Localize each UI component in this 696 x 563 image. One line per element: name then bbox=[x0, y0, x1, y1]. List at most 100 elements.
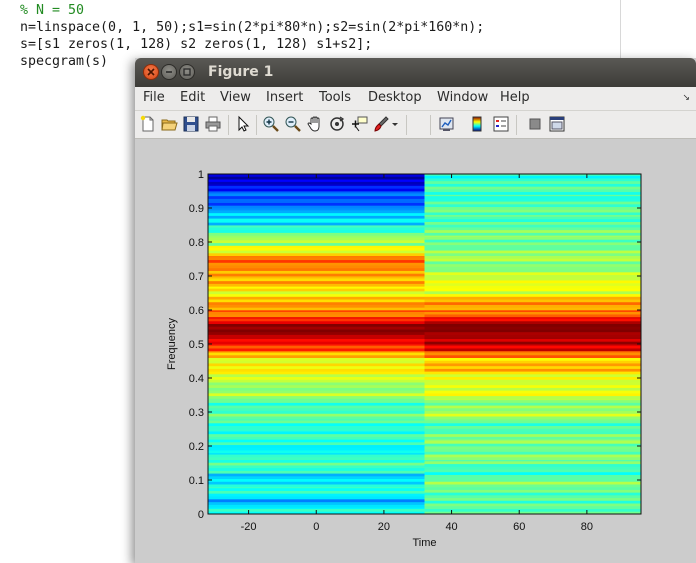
spectrogram-cell bbox=[208, 360, 425, 364]
hide-plot-tools-icon[interactable] bbox=[526, 115, 544, 133]
spectrogram-cell bbox=[208, 354, 425, 358]
menu-edit[interactable]: Edit bbox=[180, 90, 206, 105]
spectrogram-image bbox=[208, 174, 641, 514]
spectrogram-cell bbox=[424, 422, 641, 426]
menu-help[interactable]: Help bbox=[500, 90, 530, 105]
spectrogram-cell bbox=[208, 428, 425, 432]
spectrogram-cell bbox=[424, 492, 641, 496]
show-plot-tools-icon[interactable] bbox=[548, 115, 566, 133]
open-file-icon[interactable] bbox=[160, 115, 178, 133]
plot-area[interactable]: 0 0.1 0.2 0.3 0.4 0.5 0.6 0.7 0.8 0.9 1 -20 0 20 40 60 8… bbox=[135, 139, 696, 563]
spectrogram-cell bbox=[424, 174, 641, 176]
menu-window[interactable]: Window bbox=[437, 90, 489, 105]
spectrogram-cell bbox=[424, 318, 641, 322]
spectrogram-cell bbox=[208, 341, 425, 345]
spectrogram-cell bbox=[208, 398, 425, 401]
spectrogram-cell bbox=[424, 229, 641, 233]
menu-view[interactable]: View bbox=[220, 90, 251, 105]
spectrogram-cell bbox=[424, 413, 641, 417]
print-icon[interactable] bbox=[204, 115, 222, 133]
close-icon[interactable] bbox=[143, 64, 159, 80]
spectrogram-cell bbox=[208, 307, 425, 311]
edit-plot-arrow-icon[interactable] bbox=[234, 115, 252, 133]
zoom-out-icon[interactable] bbox=[284, 115, 302, 133]
spectrogram-cell bbox=[424, 436, 641, 440]
spectrogram-cell bbox=[208, 433, 425, 437]
brush-icon[interactable] bbox=[372, 115, 390, 133]
spectrogram-cell bbox=[424, 503, 641, 507]
spectrogram-cell bbox=[208, 215, 425, 219]
spectrogram-cell bbox=[424, 334, 641, 338]
legend-icon[interactable] bbox=[492, 115, 510, 133]
spectrogram-cell bbox=[424, 212, 641, 216]
spectrogram-plot[interactable]: 0 0.1 0.2 0.3 0.4 0.5 0.6 0.7 0.8 0.9 1 -20 0 20 40 60 8… bbox=[135, 139, 696, 563]
spectrogram-cell bbox=[208, 436, 425, 440]
spectrogram-cell bbox=[424, 198, 641, 202]
save-icon[interactable] bbox=[182, 115, 200, 133]
code-line: % N = 50 bbox=[20, 3, 85, 18]
new-figure-icon[interactable] bbox=[139, 115, 157, 133]
spectrogram-cell bbox=[208, 431, 425, 435]
spectrogram-cell bbox=[208, 267, 425, 271]
menu-file[interactable]: File bbox=[143, 90, 165, 105]
spectrogram-cell bbox=[208, 387, 425, 391]
spectrogram-cell bbox=[208, 252, 425, 256]
spectrogram-cell bbox=[424, 420, 641, 424]
spectrogram-cell bbox=[424, 508, 641, 512]
zoom-in-icon[interactable] bbox=[262, 115, 280, 133]
spectrogram-cell bbox=[208, 344, 425, 346]
rotate-3d-icon[interactable] bbox=[328, 115, 346, 133]
colorbar-icon[interactable] bbox=[468, 115, 486, 133]
spectrogram-cell bbox=[208, 507, 425, 509]
spectrogram-cell bbox=[424, 316, 641, 319]
spectrogram-cell bbox=[424, 376, 641, 380]
menu-desktop[interactable]: Desktop bbox=[368, 90, 422, 105]
title-bar[interactable]: Figure 1 bbox=[135, 58, 696, 87]
spectrogram-cell bbox=[208, 413, 425, 417]
brush-dropdown-icon[interactable] bbox=[390, 115, 400, 133]
spectrogram-cell bbox=[424, 395, 641, 399]
maximize-icon[interactable] bbox=[179, 64, 195, 80]
spectrogram-cell bbox=[424, 201, 641, 205]
spectrogram-cell bbox=[424, 446, 641, 450]
spectrogram-cell bbox=[208, 323, 425, 327]
spectrogram-cell bbox=[208, 475, 425, 480]
y-tick-label: 0.7 bbox=[189, 271, 204, 283]
spectrogram-cell bbox=[208, 382, 425, 386]
spectrogram-cell bbox=[208, 331, 425, 335]
spectrogram-cell bbox=[424, 379, 641, 383]
spectrogram-cell bbox=[424, 337, 641, 339]
spectrogram-cell bbox=[424, 451, 641, 455]
spectrogram-cell bbox=[424, 242, 641, 246]
spectrogram-cell bbox=[208, 210, 425, 214]
x-axis-label: Time bbox=[412, 537, 436, 549]
spectrogram-cell bbox=[208, 373, 425, 378]
x-tick-label: 80 bbox=[581, 521, 593, 533]
minimize-icon[interactable] bbox=[161, 64, 177, 80]
spectrogram-cell bbox=[424, 448, 641, 452]
spectrogram-cell bbox=[424, 384, 641, 388]
menu-bar: File Edit View Insert Tools Desktop Wind… bbox=[135, 87, 696, 111]
spectrogram-cell bbox=[208, 212, 425, 216]
spectrogram-cell bbox=[424, 320, 641, 324]
spectrogram-cell bbox=[208, 205, 425, 209]
spectrogram-cell bbox=[208, 270, 425, 274]
spectrogram-cell bbox=[424, 175, 641, 179]
spectrogram-cell bbox=[208, 444, 425, 448]
spectrogram-cell bbox=[208, 225, 425, 228]
spectrogram-cell bbox=[424, 218, 641, 222]
menu-tools[interactable]: Tools bbox=[319, 90, 352, 105]
menu-insert[interactable]: Insert bbox=[266, 90, 304, 105]
spectrogram-cell bbox=[208, 222, 425, 226]
spectrogram-cell bbox=[424, 304, 641, 308]
spectrogram-cell bbox=[208, 245, 425, 248]
toolbar-separator bbox=[256, 115, 257, 135]
pan-hand-icon[interactable] bbox=[306, 115, 324, 133]
spectrogram-cell bbox=[424, 511, 641, 514]
spectrogram-cell bbox=[208, 470, 425, 474]
data-cursor-icon[interactable] bbox=[350, 115, 368, 133]
spectrogram-cell bbox=[424, 474, 641, 478]
link-plot-icon[interactable] bbox=[438, 115, 456, 133]
double-chevron-icon[interactable]: ↘ bbox=[682, 93, 690, 103]
